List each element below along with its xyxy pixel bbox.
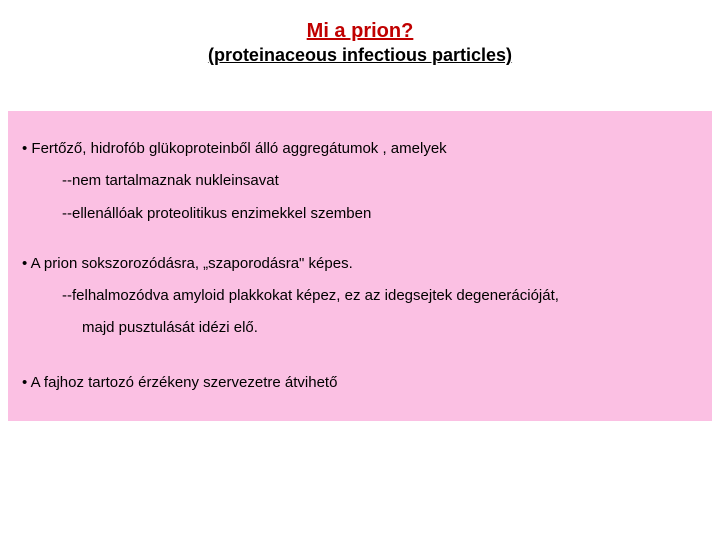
spacer <box>22 339 704 373</box>
slide-subtitle: (proteinaceous infectious particles) <box>0 45 720 66</box>
spacer <box>22 224 704 254</box>
bullet-2-sub-1-cont: majd pusztulását idézi elő. <box>22 318 704 338</box>
bullet-3: • A fajhoz tartozó érzékeny szervezetre … <box>22 373 704 393</box>
title-area: Mi a prion? (proteinaceous infectious pa… <box>0 0 720 66</box>
content-box: • Fertőző, hidrofób glükoproteinből álló… <box>8 111 712 421</box>
bullet-2: • A prion sokszorozódásra, „szaporodásra… <box>22 254 704 274</box>
slide: Mi a prion? (proteinaceous infectious pa… <box>0 0 720 540</box>
bullet-2-sub-1: --felhalmozódva amyloid plakkokat képez,… <box>22 286 704 306</box>
bullet-1-sub-2: --ellenállóak proteolitikus enzimekkel s… <box>22 204 704 224</box>
slide-title: Mi a prion? <box>0 20 720 43</box>
bullet-1-sub-1: --nem tartalmaznak nukleinsavat <box>22 171 704 191</box>
bullet-1: • Fertőző, hidrofób glükoproteinből álló… <box>22 139 704 159</box>
